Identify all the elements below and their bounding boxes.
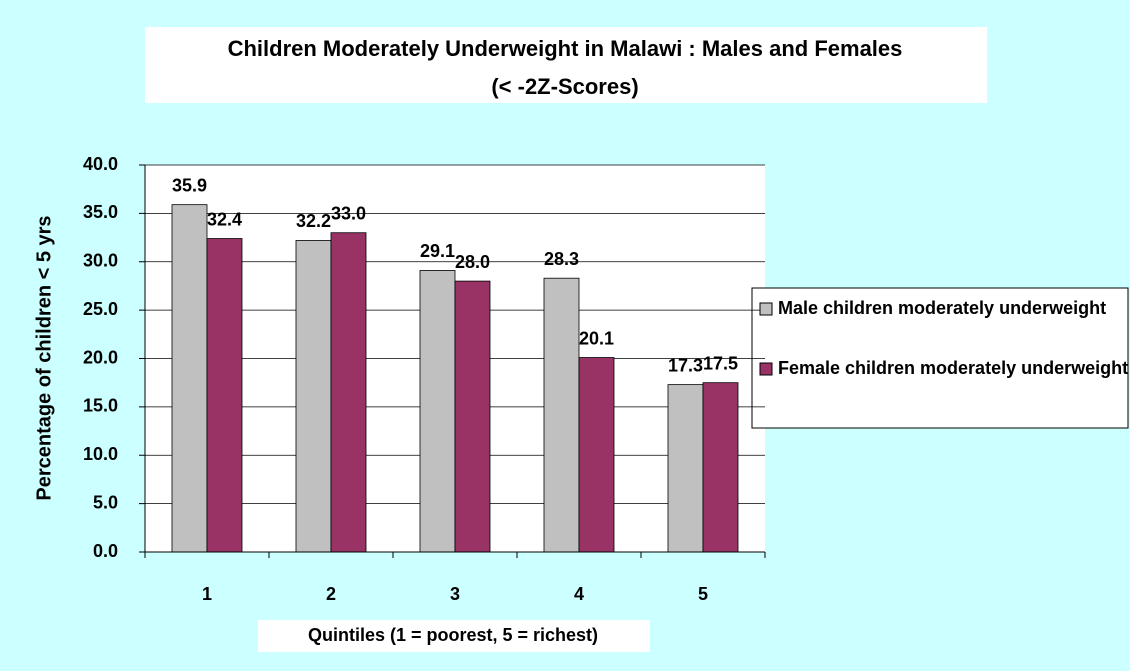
legend-entry: Female children moderately underweight (778, 358, 1129, 378)
y-tick-label: 15.0 (83, 396, 118, 416)
y-tick-label: 40.0 (83, 154, 118, 174)
chart-subtitle: (< -2Z-Scores) (491, 74, 638, 99)
bar (578, 357, 615, 553)
x-tick-label: 2 (326, 584, 336, 604)
data-label: 28.0 (455, 252, 490, 272)
data-label: 33.0 (331, 203, 366, 223)
data-label: 35.9 (172, 175, 207, 195)
bar (419, 270, 456, 553)
y-tick-label: 20.0 (83, 347, 118, 367)
legend-entry: Male children moderately underweight (778, 298, 1107, 318)
y-tick-label: 35.0 (83, 202, 118, 222)
bar (454, 280, 491, 553)
x-tick-label: 5 (698, 584, 708, 604)
bar (171, 204, 208, 553)
data-label: 32.2 (296, 211, 331, 231)
data-label: 28.3 (544, 249, 579, 269)
bar (543, 277, 580, 553)
legend-swatch (759, 302, 773, 316)
bar (206, 238, 243, 553)
legend-label: Male children moderately underweight (778, 298, 1107, 318)
x-tick-label: 3 (450, 584, 460, 604)
data-label: 20.1 (579, 328, 614, 348)
x-tick-label: 4 (574, 584, 584, 604)
title-box (145, 27, 987, 103)
y-tick-label: 10.0 (83, 444, 118, 464)
y-tick-label: 25.0 (83, 299, 118, 319)
chart-title: Children Moderately Underweight in Malaw… (228, 36, 903, 61)
legend-label: Female children moderately underweight (778, 358, 1129, 378)
x-axis-label: Quintiles (1 = poorest, 5 = richest) (308, 625, 598, 645)
data-label: 17.5 (703, 353, 738, 373)
legend (751, 287, 1129, 429)
bar (667, 384, 704, 553)
legend-swatch (759, 362, 773, 376)
x-label-box (258, 620, 650, 652)
data-label: 32.4 (207, 209, 242, 229)
bar (702, 382, 739, 553)
y-axis-label: Percentage of children < 5 yrs (33, 215, 55, 500)
bar (295, 240, 332, 553)
x-tick-label: 1 (202, 584, 212, 604)
bar (330, 232, 367, 553)
data-label: 17.3 (668, 355, 703, 375)
data-label: 29.1 (420, 241, 455, 261)
y-tick-label: 0.0 (93, 541, 118, 561)
y-tick-label: 5.0 (93, 492, 118, 512)
y-tick-label: 30.0 (83, 251, 118, 271)
